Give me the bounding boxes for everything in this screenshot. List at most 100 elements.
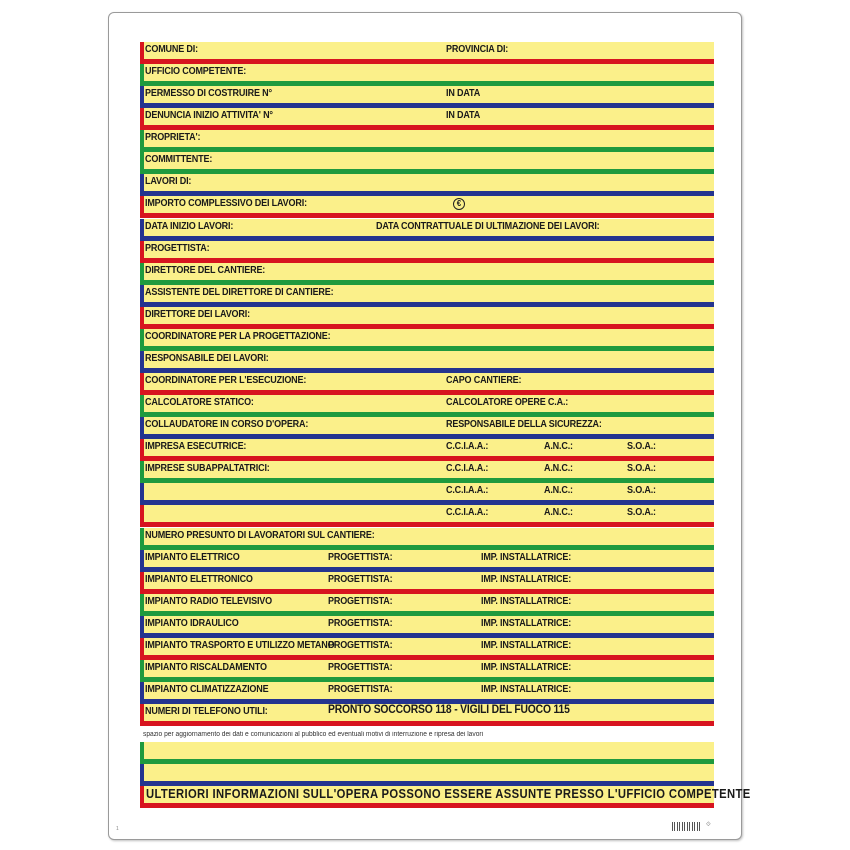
row-label: IN DATA [446, 109, 481, 122]
form-row: IMPIANTO ELETTRICO PROGETTISTA: IMP. INSTA… [140, 549, 714, 572]
row-label: NUMERI DI TELEFONO UTILI: [145, 705, 268, 718]
form-row: ASSISTENTE DEL DIRETTORE DI CANTIERE: [140, 284, 714, 307]
row-fill [144, 571, 714, 589]
row-left-bar [140, 461, 144, 479]
row-label: PROGETTISTA: [328, 638, 393, 651]
row-left-bar [140, 373, 144, 391]
row-stripe [140, 412, 714, 418]
row-fill [144, 262, 714, 280]
row-label: RESPONSABILE DEI LAVORI: [145, 351, 269, 364]
row-fill [144, 174, 714, 192]
row-label: IMPIANTO RISCALDAMENTO [145, 660, 267, 673]
row-fill [144, 764, 714, 781]
form-row: C.C.I.A.A.: A.N.C.: S.O.A.: [140, 505, 714, 528]
row-label: DIRETTORE DEI LAVORI: [145, 307, 250, 320]
row-label: IMP. INSTALLATRICE: [481, 594, 572, 607]
row-label: S.O.A.: [627, 484, 656, 497]
row-label: A.N.C.: [544, 506, 573, 519]
row-label: S.O.A.: [627, 440, 656, 453]
form-row: DATA INIZIO LAVORI: DATA CONTRATTUALE DI … [140, 218, 714, 241]
row-label: IMP. INSTALLATRICE: [481, 616, 572, 629]
row-label: LAVORI DI: [145, 175, 192, 188]
form-row: DENUNCIA INIZIO ATTIVITA' N° IN DATA [140, 108, 714, 131]
form-row: IMPIANTO RADIO TELEVISIVO PROGETTISTA: IMP… [140, 593, 714, 616]
row-left-bar [140, 306, 144, 324]
form-row: NUMERI DI TELEFONO UTILI: PRONTO SOCCORSO… [140, 704, 714, 727]
row-label: IN DATA [446, 87, 481, 100]
row-stripe [140, 721, 714, 727]
row-fill [144, 373, 714, 391]
row-stripe [140, 301, 714, 307]
row-left-bar [140, 284, 144, 302]
form-row: PROGETTISTA: [140, 240, 714, 263]
row-label: COMMITTENTE: [145, 153, 213, 166]
row-stripe [140, 345, 714, 351]
form-row: IMPIANTO IDRAULICO PROGETTISTA: IMP. INSTA… [140, 615, 714, 638]
row-fill [144, 350, 714, 368]
form-row: IMPRESA ESECUTRICE: C.C.I.A.A.: A.N.C.: S.O… [140, 439, 714, 462]
row-label: IMPIANTO ELETTRICO [145, 550, 240, 563]
form-row: PERMESSO DI COSTRUIRE N° IN DATA [140, 86, 714, 109]
row-fill [144, 439, 714, 457]
row-stripe [140, 610, 714, 616]
row-label: IMPIANTO TRASPORTO E UTILIZZO METANO [145, 638, 335, 651]
row-fill [144, 615, 714, 633]
row-stripe [140, 781, 714, 786]
row-label: IMP. INSTALLATRICE: [481, 660, 572, 673]
row-label: S.O.A.: [627, 506, 656, 519]
form-row: COMUNE DI: PROVINCIA DI: [140, 42, 714, 64]
row-left-bar [140, 615, 144, 633]
form-row: IMPIANTO RISCALDAMENTO PROGETTISTA: IMP. I… [140, 659, 714, 682]
form-row: UFFICIO COMPETENTE: [140, 64, 714, 87]
row-label: PERMESSO DI COSTRUIRE N° [145, 87, 272, 100]
row-label: PRONTO SOCCORSO 118 - VIGILI DEL FUOCO 1… [328, 704, 570, 717]
row-fill [144, 417, 714, 435]
row-label: DATA CONTRATTUALE DI ULTIMAZIONE DEI LAV… [376, 219, 600, 232]
row-left-bar [140, 262, 144, 280]
form-row: PROPRIETA': [140, 130, 714, 153]
row-left-bar [140, 637, 144, 655]
row-left-bar [140, 328, 144, 346]
row-label: IMPIANTO ELETTRONICO [145, 572, 253, 585]
row-left-bar [140, 571, 144, 589]
form-row: NUMERO PRESUNTO DI LAVORATORI SUL CANTIE… [140, 527, 714, 550]
row-stripe [140, 169, 714, 175]
row-left-bar [140, 350, 144, 368]
row-label: PROGETTISTA: [328, 616, 393, 629]
footer-banner: ULTERIORI INFORMAZIONI SULL'OPERA POSSON… [140, 786, 750, 808]
row-label: COMUNE DI: [145, 43, 198, 55]
row-fill [144, 505, 714, 523]
footer-stripe [140, 803, 714, 808]
row-label: C.C.I.A.A.: [446, 462, 489, 475]
row-left-bar [140, 152, 144, 170]
row-stripe [140, 759, 714, 764]
blank-row [140, 764, 714, 786]
row-stripe [140, 434, 714, 440]
product-code: ⟐ [706, 822, 711, 828]
row-label: PROGETTISTA: [328, 683, 393, 696]
row-stripe [140, 213, 714, 219]
row-label: C.C.I.A.A.: [446, 484, 489, 497]
row-label: COORDINATORE PER LA PROGETTAZIONE: [145, 329, 331, 342]
row-label: DENUNCIA INIZIO ATTIVITA' N° [145, 109, 273, 122]
row-left-bar [140, 659, 144, 677]
row-label: PROGETTISTA: [328, 594, 393, 607]
row-fill [144, 306, 714, 324]
row-left-bar [140, 174, 144, 192]
form-row: COORDINATORE PER LA PROGETTAZIONE: [140, 328, 714, 351]
form-row: RESPONSABILE DEI LAVORI: [140, 350, 714, 373]
row-fill [144, 395, 714, 413]
row-left-bar [140, 704, 144, 722]
row-label: DIRETTORE DEL CANTIERE: [145, 263, 266, 276]
row-label: S.O.A.: [627, 462, 656, 475]
form-row: C.C.I.A.A.: A.N.C.: S.O.A.: [140, 483, 714, 506]
row-stripe [140, 654, 714, 660]
row-stripe [140, 632, 714, 638]
row-stripe [140, 699, 714, 705]
row-stripe [140, 390, 714, 396]
row-fill [144, 108, 714, 126]
row-label: DATA INIZIO LAVORI: [145, 219, 234, 232]
row-label: PROVINCIA DI: [446, 43, 509, 55]
row-fill [144, 152, 714, 170]
row-left-bar [140, 64, 144, 82]
